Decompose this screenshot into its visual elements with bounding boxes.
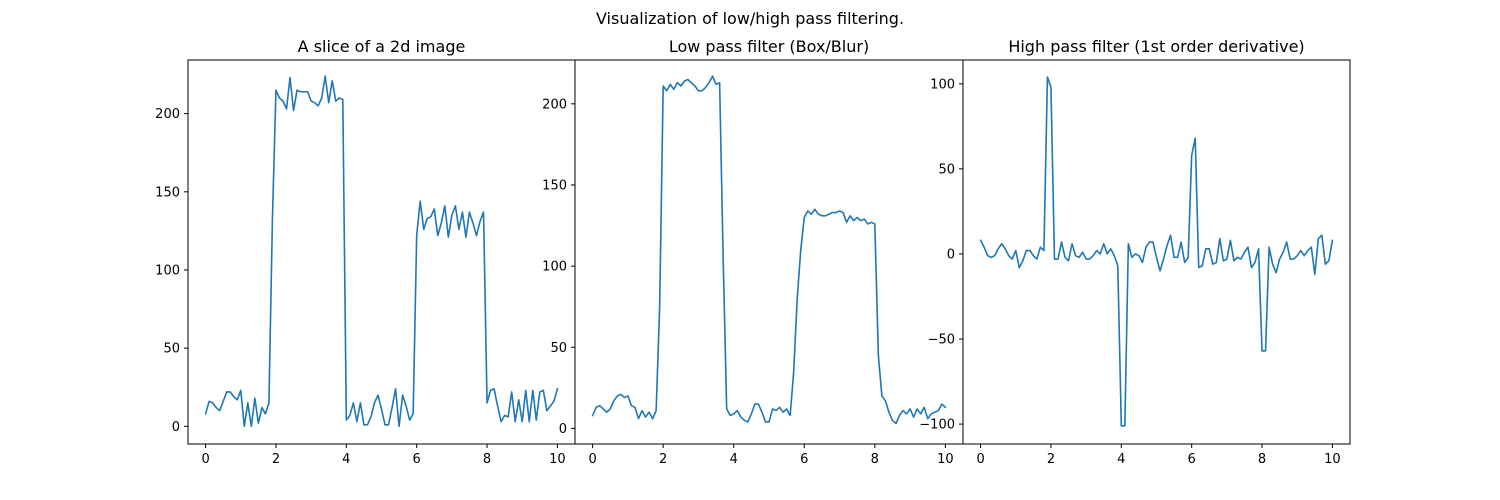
panel-lowpass-plot-area <box>591 75 947 425</box>
panel-highpass-y-tick-label: 0 <box>947 247 955 262</box>
panel-slice-x-tick-label: 6 <box>413 452 421 467</box>
panel-slice-y-tick-label: 50 <box>163 342 180 357</box>
panel-highpass-plot-area <box>979 76 1334 427</box>
panel-slice-x-axis: 0 2 4 6 8 10 <box>201 444 566 467</box>
panel-highpass-frame <box>962 59 1351 445</box>
panel-lowpass-x-tick-label: 10 <box>937 452 954 467</box>
panel-highpass-x-tick-label: 6 <box>1188 452 1196 467</box>
panel-highpass: High pass filter (1st order derivative) … <box>919 37 1351 467</box>
panel-highpass-y-tick-label: −50 <box>928 333 955 348</box>
panel-lowpass-y-tick-label: 50 <box>550 341 567 356</box>
panel-lowpass-x-tick-label: 0 <box>588 452 596 467</box>
panel-lowpass-y-tick-label: 150 <box>542 178 567 193</box>
panel-highpass-y-axis: −100 −50 0 50 100 <box>919 77 963 433</box>
panel-highpass-x-tick-label: 0 <box>976 452 984 467</box>
panel-slice-x-tick-label: 2 <box>272 452 280 467</box>
panel-highpass-y-tick-label: 100 <box>930 77 955 92</box>
panel-slice-x-tick-label: 0 <box>201 452 209 467</box>
figure-suptitle: Visualization of low/high pass filtering… <box>596 9 904 28</box>
panel-lowpass-series-line <box>591 75 947 425</box>
panel-highpass-x-tick-label: 2 <box>1047 452 1055 467</box>
panel-highpass-x-tick-label: 10 <box>1324 452 1341 467</box>
panel-highpass-y-tick-label: −100 <box>919 418 955 433</box>
panel-slice-x-tick-label: 8 <box>483 452 491 467</box>
panel-highpass-series-line <box>979 76 1334 427</box>
panel-highpass-x-tick-label: 8 <box>1258 452 1266 467</box>
panel-slice-y-tick-label: 0 <box>172 420 180 435</box>
panel-highpass-title: High pass filter (1st order derivative) <box>1008 37 1304 56</box>
panel-slice-y-axis: 0 50 100 150 200 <box>155 107 188 435</box>
panel-slice-plot-area <box>204 75 559 428</box>
panel-slice-y-tick-label: 150 <box>155 185 180 200</box>
panel-lowpass-x-tick-label: 2 <box>659 452 667 467</box>
panel-slice-x-tick-label: 10 <box>549 452 566 467</box>
panel-lowpass-x-tick-label: 6 <box>800 452 808 467</box>
panel-slice-y-tick-label: 200 <box>155 107 180 122</box>
panel-slice-title: A slice of a 2d image <box>298 37 466 56</box>
panel-slice-x-tick-label: 4 <box>342 452 350 467</box>
panel-lowpass-y-tick-label: 200 <box>542 97 567 112</box>
panel-lowpass-y-axis: 0 50 100 150 200 <box>542 97 575 437</box>
panel-lowpass-y-tick-label: 100 <box>542 260 567 275</box>
panel-lowpass-x-tick-label: 8 <box>871 452 879 467</box>
panel-slice-series-line <box>204 75 559 428</box>
panel-lowpass: Low pass filter (Box/Blur) 0 2 4 6 8 10 0 50 10… <box>542 37 964 467</box>
panel-highpass-x-tick-label: 4 <box>1117 452 1125 467</box>
panel-highpass-x-axis: 0 2 4 6 8 10 <box>976 444 1341 467</box>
panel-slice-y-tick-label: 100 <box>155 263 180 278</box>
panel-slice: A slice of a 2d image 0 2 4 6 8 10 0 50 100 150 2… <box>155 37 576 467</box>
panel-lowpass-x-tick-label: 4 <box>730 452 738 467</box>
panel-lowpass-title: Low pass filter (Box/Blur) <box>669 37 869 56</box>
panel-lowpass-x-axis: 0 2 4 6 8 10 <box>588 444 954 467</box>
panel-lowpass-y-tick-label: 0 <box>559 422 567 437</box>
panel-highpass-y-tick-label: 50 <box>938 162 955 177</box>
